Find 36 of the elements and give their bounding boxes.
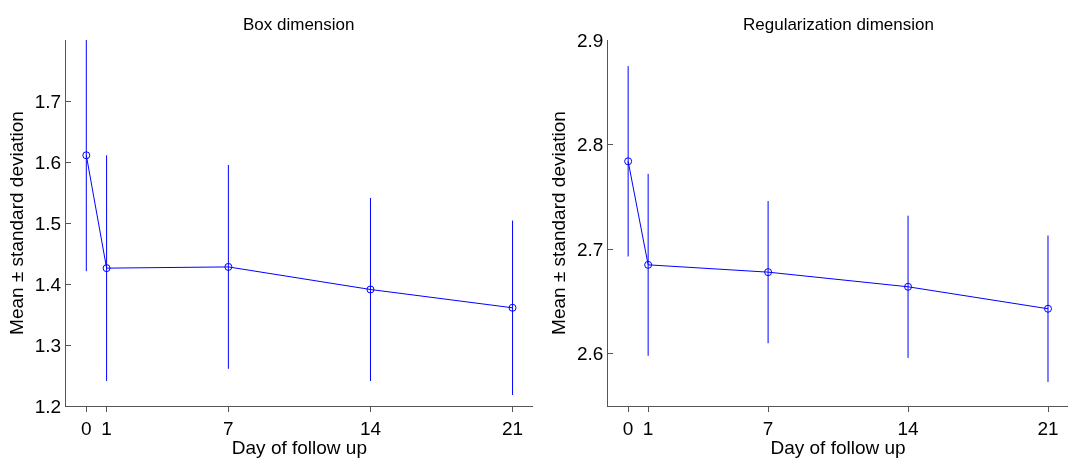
y-tick-label: 1.5 [34,212,62,234]
x-tick-label: 21 [501,417,524,439]
y-axis-title: Mean ± standard deviation [547,111,569,335]
y-tick-label: 2.7 [576,238,604,260]
x-tick-label: 0 [622,417,634,439]
point [224,262,233,271]
x-axis-title: Day of follow up [231,437,368,458]
point [764,268,773,277]
x-tick-label: 21 [1037,417,1059,439]
point [624,157,633,166]
point [82,151,91,160]
x-axis-title: Day of follow up [770,437,906,458]
chart-title: Box dimension [243,15,355,34]
point [102,264,111,273]
point [508,303,517,312]
x-tick-label: 1 [101,417,112,439]
y-tick-label: 2.8 [576,134,604,156]
x-tick-label: 0 [81,417,92,439]
x-tick-label: 14 [359,417,382,439]
y-tick-label: 1.2 [34,395,62,417]
point [1044,304,1052,313]
x-tick-label: 14 [897,417,920,439]
y-tick-label: 1.3 [34,334,62,356]
y-tick-label: 1.6 [34,151,62,173]
point [644,260,653,269]
x-tick-label: 1 [642,417,654,439]
y-axis-title: Mean ± standard deviation [5,111,27,335]
x-tick-label: 7 [223,417,234,439]
point [366,285,375,294]
y-tick-label: 1.4 [34,273,62,295]
y-tick-label: 2.6 [576,343,604,365]
chart-title: Regularization dimension [743,15,934,34]
y-tick-label: 1.7 [34,90,62,112]
point [904,282,913,291]
y-tick-label: 2.9 [576,29,604,51]
x-tick-label: 7 [762,417,774,439]
